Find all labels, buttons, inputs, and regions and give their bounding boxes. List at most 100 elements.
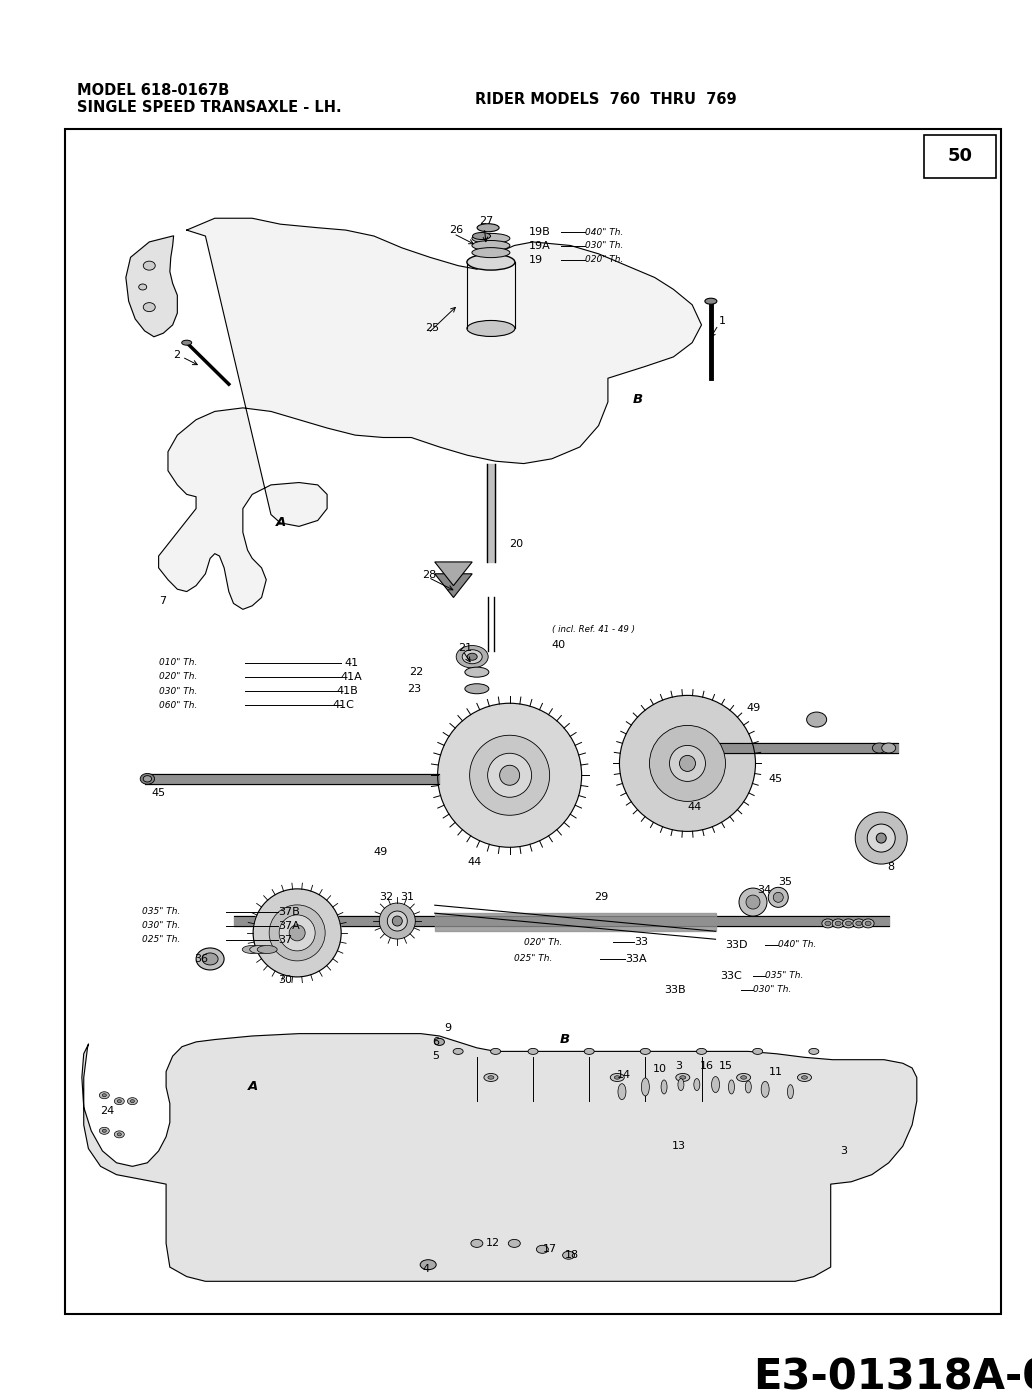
Text: 33D: 33D (724, 940, 747, 950)
Ellipse shape (477, 224, 499, 232)
Ellipse shape (752, 1049, 763, 1054)
Bar (924, 135, 996, 178)
Bar (65, 129, 1001, 1314)
Polygon shape (720, 743, 898, 753)
Text: 33A: 33A (624, 954, 646, 964)
Circle shape (387, 911, 408, 931)
Ellipse shape (118, 1100, 122, 1103)
Text: 025" Th.: 025" Th. (141, 936, 181, 944)
Ellipse shape (464, 684, 489, 694)
Text: SINGLE SPEED TRANSAXLE - LH.: SINGLE SPEED TRANSAXLE - LH. (77, 100, 342, 115)
Text: 21: 21 (458, 644, 473, 654)
Text: 33: 33 (634, 938, 648, 947)
Ellipse shape (676, 1074, 689, 1081)
Text: 020" Th.: 020" Th. (523, 938, 562, 947)
Polygon shape (434, 562, 473, 586)
Ellipse shape (99, 1127, 109, 1134)
Text: 44: 44 (467, 857, 482, 867)
Ellipse shape (143, 262, 155, 270)
Ellipse shape (250, 946, 269, 953)
Circle shape (739, 887, 767, 917)
Ellipse shape (835, 921, 841, 925)
Text: 44: 44 (687, 803, 702, 812)
Text: 3: 3 (840, 1146, 847, 1156)
Ellipse shape (825, 921, 831, 925)
Polygon shape (434, 573, 473, 598)
Ellipse shape (862, 919, 874, 928)
Polygon shape (82, 1034, 916, 1281)
Text: A: A (248, 1081, 258, 1093)
Ellipse shape (484, 1074, 497, 1081)
Ellipse shape (473, 232, 490, 239)
Text: 50: 50 (947, 147, 972, 166)
Text: 12: 12 (486, 1238, 501, 1248)
Ellipse shape (697, 1049, 707, 1054)
Text: 41C: 41C (332, 700, 355, 711)
Text: 41A: 41A (341, 672, 362, 682)
Ellipse shape (138, 284, 147, 289)
Ellipse shape (243, 946, 262, 953)
Text: 49: 49 (746, 702, 761, 712)
Text: 49: 49 (374, 847, 388, 857)
Circle shape (768, 887, 788, 907)
Ellipse shape (102, 1093, 106, 1096)
Ellipse shape (741, 1075, 746, 1079)
Text: 25: 25 (425, 324, 440, 334)
Text: ( incl. Ref. 41 - 49 ): ( incl. Ref. 41 - 49 ) (552, 625, 635, 634)
Text: 020" Th.: 020" Th. (159, 672, 197, 682)
Ellipse shape (809, 1049, 818, 1054)
Text: 040" Th.: 040" Th. (778, 940, 816, 949)
Text: 6: 6 (432, 1036, 439, 1047)
Text: 11: 11 (769, 1067, 783, 1077)
Ellipse shape (678, 1078, 684, 1091)
Circle shape (856, 812, 907, 864)
Ellipse shape (196, 947, 224, 970)
Ellipse shape (842, 919, 854, 928)
Circle shape (746, 894, 760, 910)
Text: 5: 5 (432, 1052, 439, 1061)
Text: 37: 37 (279, 935, 292, 944)
Ellipse shape (787, 1085, 794, 1099)
Ellipse shape (821, 919, 834, 928)
Ellipse shape (762, 1081, 769, 1097)
Ellipse shape (182, 341, 192, 345)
Ellipse shape (102, 1129, 106, 1132)
Text: 2: 2 (172, 349, 180, 359)
Text: 020" Th.: 020" Th. (584, 255, 623, 264)
Ellipse shape (680, 1075, 686, 1079)
Text: 14: 14 (617, 1070, 632, 1079)
Ellipse shape (711, 1077, 719, 1092)
Text: 035" Th.: 035" Th. (765, 971, 804, 981)
Polygon shape (126, 236, 178, 337)
Text: 45: 45 (769, 773, 783, 783)
Circle shape (269, 906, 325, 961)
Text: 29: 29 (593, 893, 608, 903)
Text: MODEL 618-0167B: MODEL 618-0167B (77, 83, 230, 99)
Circle shape (867, 823, 895, 853)
Text: 8: 8 (886, 861, 894, 872)
Ellipse shape (471, 1239, 483, 1248)
Circle shape (649, 726, 725, 801)
Text: 035" Th.: 035" Th. (141, 907, 181, 917)
Ellipse shape (118, 1132, 122, 1136)
Text: 26: 26 (449, 225, 463, 235)
Text: 23: 23 (408, 684, 422, 694)
Text: A: A (276, 516, 286, 530)
Ellipse shape (257, 946, 278, 953)
Ellipse shape (464, 668, 489, 677)
Text: 1: 1 (718, 316, 725, 327)
Text: 20: 20 (509, 540, 523, 549)
Ellipse shape (472, 241, 510, 250)
Ellipse shape (202, 953, 218, 965)
Ellipse shape (832, 919, 844, 928)
Circle shape (619, 696, 755, 832)
Polygon shape (144, 773, 440, 783)
Text: E3-01318A-01: E3-01318A-01 (753, 1356, 1032, 1391)
Text: 27: 27 (479, 216, 493, 225)
Text: 16: 16 (700, 1060, 714, 1071)
Text: 040" Th.: 040" Th. (584, 228, 623, 236)
Text: 13: 13 (672, 1141, 685, 1152)
Ellipse shape (127, 1097, 137, 1104)
Ellipse shape (143, 776, 152, 782)
Ellipse shape (618, 1084, 626, 1100)
